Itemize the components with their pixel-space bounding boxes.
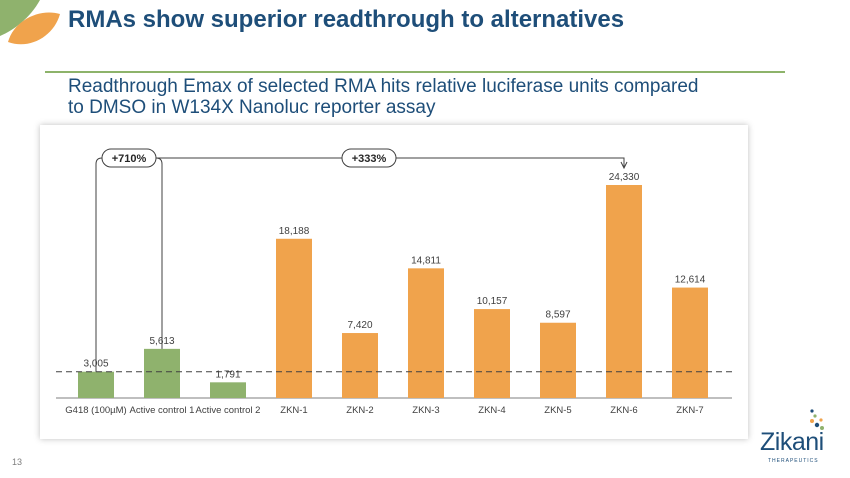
slide-title: RMAs show superior readthrough to altern… [68, 6, 625, 33]
data-label: 10,157 [477, 296, 508, 307]
bar [540, 322, 576, 398]
data-label: 8,597 [545, 310, 570, 321]
category-label: ZKN-3 [412, 405, 439, 416]
bar [144, 348, 180, 398]
bar [408, 268, 444, 398]
bar [342, 333, 378, 398]
category-label: ZKN-4 [478, 405, 505, 416]
page-number: 13 [12, 457, 23, 467]
data-label: 7,420 [347, 320, 372, 331]
annotation-arrowhead [620, 161, 628, 170]
bar [606, 185, 642, 398]
brand-name: Zikani [760, 428, 824, 456]
annotation-pill [341, 148, 397, 168]
brand-tagline: THERAPEUTICS [768, 458, 819, 464]
data-label: 1,791 [215, 369, 240, 380]
bar [276, 238, 312, 398]
bar [210, 382, 246, 398]
category-label: ZKN-1 [280, 405, 307, 416]
category-label: Active control 1 [130, 405, 195, 416]
annotation-label: +710% [112, 153, 147, 165]
data-label: 12,614 [675, 275, 706, 286]
category-label: ZKN-6 [610, 405, 637, 416]
bar [474, 309, 510, 398]
category-label: ZKN-7 [676, 405, 703, 416]
category-label: Active control 2 [196, 405, 261, 416]
category-label: ZKN-2 [346, 405, 373, 416]
annotation-label: +333% [352, 153, 387, 165]
leaf-logo-icon [0, 0, 60, 45]
data-label: 18,188 [279, 226, 310, 237]
bar [672, 287, 708, 398]
brand-mark-icon [810, 409, 824, 430]
category-label: G418 (100µM) [65, 405, 126, 416]
data-label: 24,330 [609, 172, 640, 183]
chart-card: 3,005 G418 (100µM) 5,613 Active control 1 1,… [40, 125, 748, 439]
data-label: 14,811 [411, 255, 441, 266]
title-divider [45, 71, 785, 73]
bar [78, 371, 114, 398]
chart-subtitle: Readthrough Emax of selected RMA hits re… [68, 76, 699, 118]
annotation-pill [101, 148, 157, 168]
category-label: ZKN-5 [544, 405, 571, 416]
brand-logo: Zikani THERAPEUTICS [760, 408, 840, 468]
